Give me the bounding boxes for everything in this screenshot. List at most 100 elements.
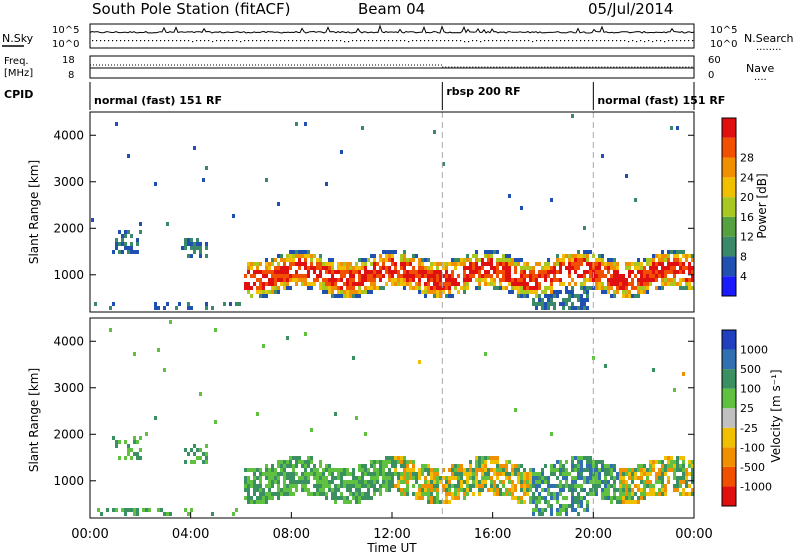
data-cell	[436, 500, 439, 504]
data-cell	[247, 282, 250, 286]
data-cell	[442, 500, 445, 504]
data-cell	[262, 270, 265, 274]
data-cell	[340, 290, 343, 294]
data-cell	[388, 488, 391, 492]
data-cell	[547, 306, 550, 310]
data-cell	[259, 472, 262, 476]
data-cell	[646, 472, 649, 476]
data-cell	[331, 286, 334, 290]
data-cell	[571, 262, 574, 266]
data-cell	[559, 484, 562, 488]
data-cell	[667, 468, 670, 472]
data-cell	[433, 286, 436, 290]
data-cell	[598, 460, 601, 464]
nsearch-point	[348, 41, 350, 43]
nsearch-point	[408, 41, 410, 43]
data-cell	[550, 278, 553, 282]
data-cell	[364, 432, 367, 436]
data-cell	[565, 480, 568, 484]
colorbar-swatch	[722, 466, 736, 487]
data-cell	[508, 282, 511, 286]
data-cell	[406, 484, 409, 488]
data-cell	[283, 266, 286, 270]
data-cell	[421, 492, 424, 496]
colorbar-tick-label: -500	[740, 461, 765, 474]
data-cell	[610, 472, 613, 476]
data-cell	[580, 258, 583, 262]
data-cell	[436, 266, 439, 270]
data-cell	[625, 174, 628, 178]
data-cell	[331, 476, 334, 480]
data-cell	[664, 464, 667, 468]
data-cell	[466, 254, 469, 258]
data-cell	[502, 262, 505, 266]
data-cell	[256, 488, 259, 492]
data-cell	[496, 262, 499, 266]
data-cell	[613, 468, 616, 472]
data-cell	[430, 270, 433, 274]
data-cell	[274, 282, 277, 286]
data-cell	[550, 508, 553, 512]
data-cell	[553, 290, 556, 294]
data-cell	[601, 262, 604, 266]
data-cell	[403, 472, 406, 476]
data-cell	[511, 468, 514, 472]
data-cell	[289, 250, 292, 254]
data-cell	[559, 472, 562, 476]
data-cell	[550, 484, 553, 488]
data-cell	[487, 270, 490, 274]
data-cell	[427, 496, 430, 500]
data-cell	[688, 282, 691, 286]
data-cell	[673, 270, 676, 274]
data-cell	[265, 266, 268, 270]
data-cell	[331, 278, 334, 282]
data-cell	[361, 266, 364, 270]
data-cell	[637, 500, 640, 504]
data-cell	[352, 492, 355, 496]
data-cell	[658, 262, 661, 266]
data-cell	[382, 250, 385, 254]
data-cell	[547, 484, 550, 488]
data-cell	[487, 262, 490, 266]
data-cell	[322, 492, 325, 496]
data-cell	[424, 476, 427, 480]
power-colorbar-label: Power [dB]	[755, 173, 769, 238]
data-cell	[502, 254, 505, 258]
data-cell	[346, 496, 349, 500]
data-cell	[346, 472, 349, 476]
data-cell	[187, 512, 190, 516]
data-cell	[190, 254, 193, 258]
data-cell	[256, 500, 259, 504]
data-cell	[277, 274, 280, 278]
data-cell	[421, 472, 424, 476]
data-cell	[559, 282, 562, 286]
data-cell	[307, 282, 310, 286]
data-cell	[550, 294, 553, 298]
data-cell	[655, 476, 658, 480]
data-cell	[301, 472, 304, 476]
data-cell	[328, 484, 331, 488]
data-cell	[400, 456, 403, 460]
data-cell	[124, 512, 127, 516]
nsearch-point	[540, 40, 542, 42]
data-cell	[544, 500, 547, 504]
data-cell	[346, 262, 349, 266]
data-cell	[670, 266, 673, 270]
data-cell	[565, 476, 568, 480]
nsearch-point	[264, 40, 266, 42]
data-cell	[583, 282, 586, 286]
nsearch-point	[324, 40, 326, 42]
data-cell	[310, 428, 313, 432]
data-cell	[472, 492, 475, 496]
data-cell	[223, 302, 226, 306]
data-cell	[322, 488, 325, 492]
data-cell	[679, 278, 682, 282]
data-cell	[520, 476, 523, 480]
data-cell	[352, 274, 355, 278]
data-cell	[424, 484, 427, 488]
data-cell	[562, 468, 565, 472]
data-cell	[418, 262, 421, 266]
data-cell	[550, 290, 553, 294]
data-cell	[457, 472, 460, 476]
data-cell	[412, 484, 415, 488]
